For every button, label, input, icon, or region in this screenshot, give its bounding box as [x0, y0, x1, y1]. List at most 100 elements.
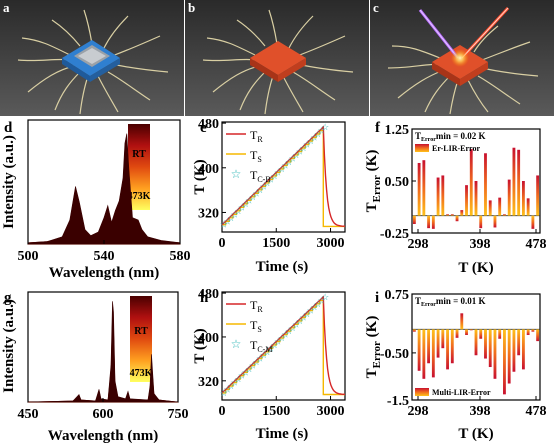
ylabel-h: T (K) — [192, 328, 208, 363]
series-T-C-point: ☆ — [274, 336, 282, 346]
legend-e: TR TS ☆ TC-B — [226, 128, 271, 184]
xtick-label: 580 — [170, 249, 191, 264]
error-bar — [412, 329, 416, 332]
xtick-label: 478 — [526, 237, 547, 252]
legend-label-R: TR — [250, 298, 263, 314]
series-T-C-point: ☆ — [281, 330, 289, 340]
spectrum-series-2 — [27, 317, 179, 403]
chip-side-c — [432, 62, 460, 86]
spectrum-series-1 — [27, 301, 179, 403]
error-bar — [517, 329, 521, 356]
error-bar — [417, 329, 421, 371]
series-T-C-point: ☆ — [220, 388, 228, 398]
error-bar — [512, 329, 516, 372]
series-T-C-point: ☆ — [296, 316, 304, 326]
series-T-C-point: ☆ — [314, 129, 322, 139]
xticks-g: 450 600 750 — [18, 398, 189, 422]
error-bar — [422, 329, 426, 379]
colorbar-bottom-label-d: 473K — [128, 191, 151, 202]
ytick-label: 400 — [198, 162, 219, 177]
series-T-C-point: ☆ — [227, 213, 235, 223]
error-bar — [422, 160, 426, 216]
series-T-C-point: ☆ — [241, 367, 249, 377]
series-T-C-point: ☆ — [321, 292, 329, 302]
error-bar — [531, 329, 535, 332]
panel-f: f TErrormin = 0.02 KEr-LIR-Error TError … — [364, 120, 547, 276]
ytick-label: 480 — [198, 287, 219, 302]
series-T-C-point: ☆ — [278, 164, 286, 174]
series-T-C-point: ☆ — [238, 202, 246, 212]
series-T-C-point: ☆ — [220, 220, 228, 230]
series-T-C-point: ☆ — [234, 374, 242, 384]
chip-die-top-a — [78, 48, 106, 64]
series-T-C-point: ☆ — [317, 126, 325, 136]
laser-beam-red-core — [461, 7, 509, 59]
ytick-label: 0.75 — [385, 288, 410, 303]
series-T-C-point: ☆ — [310, 302, 318, 312]
series-T-C-point: ☆ — [303, 139, 311, 149]
series-T-C-point: ☆ — [249, 192, 257, 202]
xtick-label: 398 — [470, 237, 491, 252]
chip-side2-b — [278, 58, 306, 82]
series-T-C-point: ☆ — [223, 216, 231, 226]
series-T-C-point: ☆ — [321, 122, 329, 132]
legend-label-S: TS — [250, 318, 262, 334]
ylabel-text: TError (K) — [364, 150, 383, 213]
legend-label-C-M: TC-M — [250, 338, 272, 354]
error-bar — [521, 329, 525, 370]
spectrum-series-4 — [27, 348, 179, 403]
series-T-C-point: ☆ — [263, 347, 271, 357]
error-bar — [427, 215, 431, 229]
series-T-C-point: ☆ — [270, 171, 278, 181]
error-bar — [536, 329, 540, 342]
error-bar — [498, 197, 502, 216]
error-bar — [441, 329, 445, 349]
ticks-h: 0 1500 3000 320 400 480 — [198, 287, 345, 419]
chip-side2-c — [460, 62, 488, 86]
ylabel-e: T (K) — [192, 159, 208, 194]
series-T-C-point: ☆ — [267, 174, 275, 184]
error-bar — [474, 329, 478, 356]
xtick-label: 478 — [526, 404, 547, 419]
error-bars-f — [412, 147, 540, 229]
legend-marker-C-M: ☆ — [231, 337, 242, 351]
xtick-label: 3000 — [317, 404, 345, 419]
ytick-label: -1.5 — [387, 394, 409, 409]
panel-letter-b: b — [188, 0, 195, 15]
plot-frame-g — [27, 291, 179, 403]
error-bar — [474, 181, 478, 216]
chip-side-b — [250, 58, 278, 82]
panel-b: b — [185, 0, 369, 116]
series-T-C-point: ☆ — [307, 306, 315, 316]
series-T-C-point: ☆ — [260, 181, 268, 191]
series-T-S — [222, 296, 345, 396]
spectra-d — [27, 133, 181, 245]
error-bar — [493, 329, 497, 379]
series-T-C-point: ☆ — [289, 153, 297, 163]
chip-substrate-side2-a — [90, 58, 120, 82]
ylabel-g: Intensity (a.u.) — [1, 299, 17, 393]
ticks-i: 298 398 478 0.75 -0.50 -1.5 — [380, 288, 547, 419]
error-bar — [479, 329, 483, 339]
spectrum-series-1 — [27, 133, 181, 245]
error-bar — [507, 329, 511, 384]
ytick-label: 400 — [198, 331, 219, 346]
xlabel-i: T (K) — [458, 426, 493, 442]
panel-letter-a: a — [3, 0, 10, 15]
legend-label-S: TS — [250, 148, 262, 164]
series-T-C-point: ☆ — [263, 178, 271, 188]
error-bar — [446, 329, 449, 370]
error-bar — [431, 215, 435, 229]
error-bar — [469, 329, 473, 331]
panel-letter-d: d — [4, 120, 13, 136]
series-T-C-point: ☆ — [260, 350, 268, 360]
ytick-label: 1.25 — [385, 123, 410, 138]
series-T-C-point: ☆ — [278, 333, 286, 343]
error-bar — [455, 215, 459, 222]
error-bar — [512, 147, 516, 216]
ytick-label: 480 — [198, 117, 219, 132]
xtick-label: 0 — [219, 404, 226, 419]
